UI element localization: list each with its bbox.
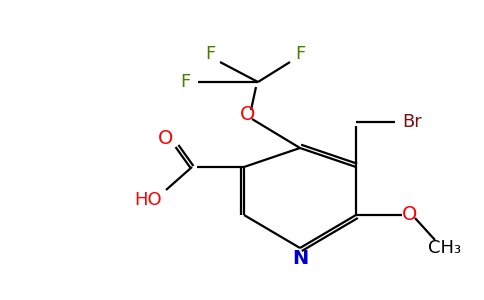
Text: O: O [402, 206, 418, 224]
Text: N: N [292, 248, 308, 268]
Text: F: F [180, 73, 190, 91]
Text: Br: Br [402, 113, 422, 131]
Text: F: F [205, 45, 215, 63]
Text: O: O [158, 128, 174, 148]
Text: O: O [241, 106, 256, 124]
Text: F: F [295, 45, 305, 63]
Text: HO: HO [134, 191, 162, 209]
Text: CH₃: CH₃ [428, 239, 462, 257]
